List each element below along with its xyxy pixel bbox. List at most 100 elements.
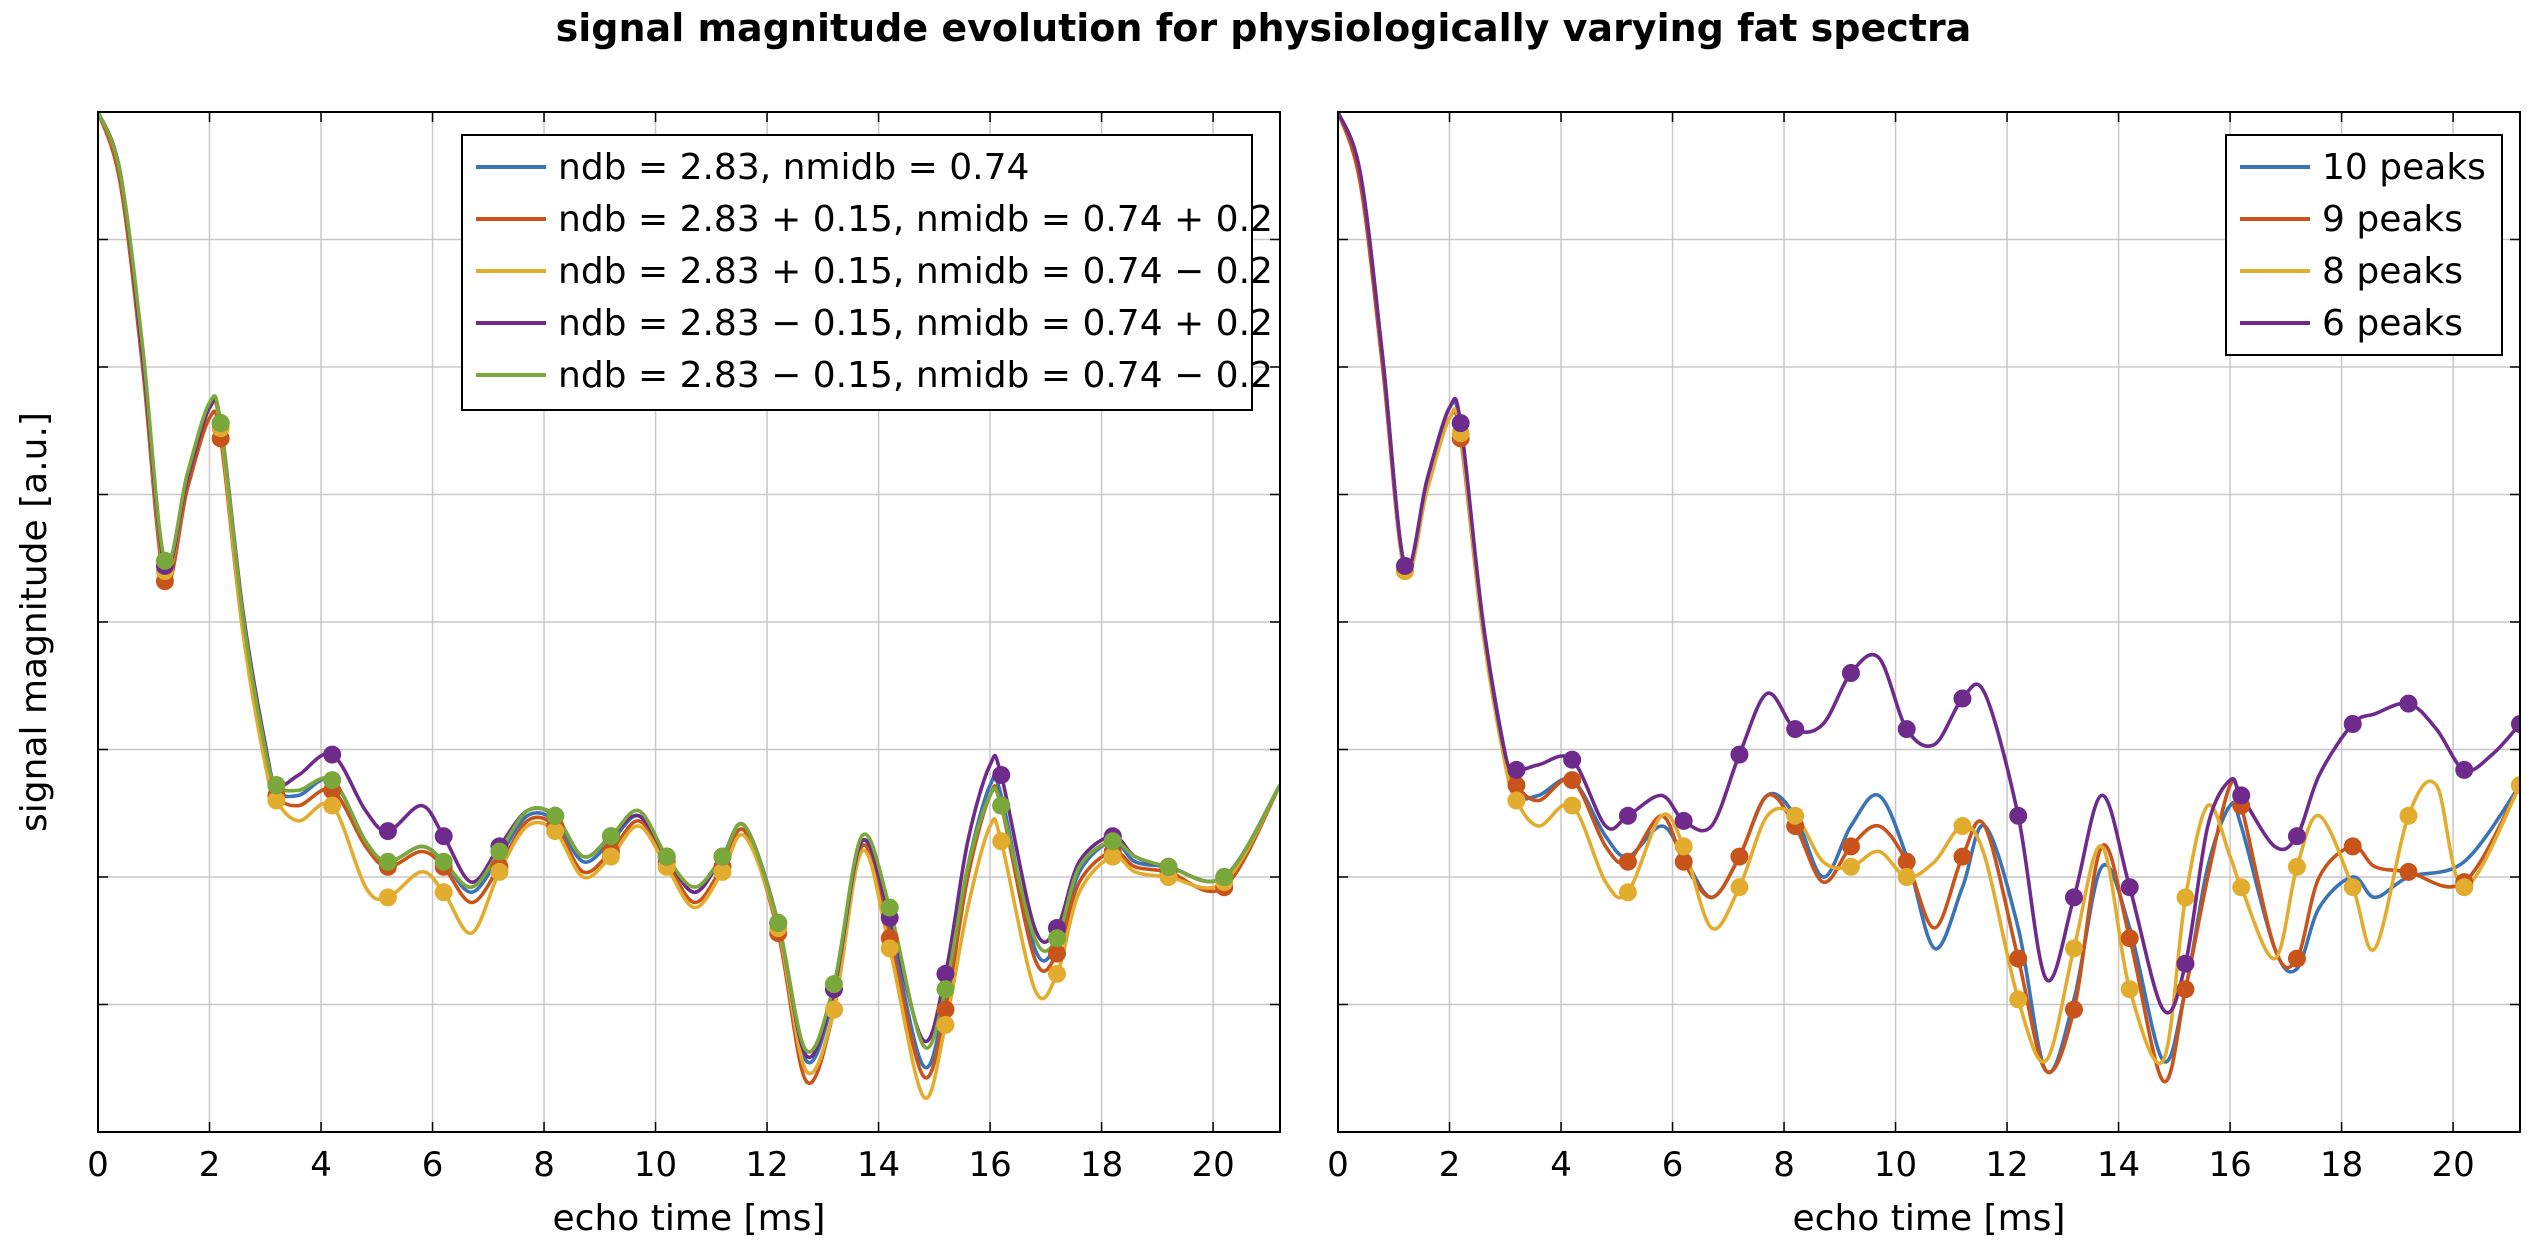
data-point-2 — [2343, 837, 2362, 856]
data-point-3 — [1897, 868, 1916, 886]
figure-title: signal magnitude evolution for physiolog… — [555, 6, 1972, 50]
data-point-5 — [546, 806, 565, 825]
series-group — [1338, 112, 2520, 1084]
data-point-5 — [1103, 832, 1122, 851]
data-point-2 — [1618, 852, 1637, 871]
plot-frame — [1337, 111, 2521, 1133]
data-point-3 — [490, 862, 509, 881]
data-point-3 — [2511, 776, 2520, 795]
data-point-3 — [713, 862, 732, 881]
data-point-3 — [2343, 878, 2362, 897]
data-point-5 — [657, 847, 676, 866]
data-point-3 — [2176, 888, 2195, 907]
data-point-3 — [992, 832, 1011, 851]
x-axis-label: echo time [ms] — [553, 1198, 826, 1239]
data-point-2 — [2399, 862, 2418, 881]
left-panel: 0 2 4 6 8 10 12 14 16 18 20 echo time [ms] signal ma… — [14, 111, 1281, 1239]
data-point-4 — [1395, 556, 1414, 575]
data-point-3 — [2232, 878, 2251, 897]
data-point-5 — [323, 771, 342, 790]
data-point-3 — [936, 1015, 955, 1034]
data-point-4 — [2120, 878, 2139, 897]
y-axis-label: signal magnitude [a.u.] — [14, 412, 55, 832]
data-point-5 — [1047, 929, 1066, 948]
data-point-3 — [1674, 837, 1693, 856]
x-axis-label: echo time [ms] — [1793, 1198, 2066, 1239]
data-point-2 — [1730, 847, 1749, 866]
data-point-4 — [1897, 720, 1916, 739]
data-point-4 — [1507, 760, 1526, 779]
data-point-4 — [434, 827, 453, 846]
data-point-2 — [1897, 852, 1916, 871]
data-point-4 — [323, 745, 342, 764]
data-point-2 — [1953, 847, 1972, 866]
data-point-3 — [1103, 847, 1122, 866]
x-tick-label: 14 — [2097, 1145, 2140, 1185]
data-point-4 — [1730, 745, 1749, 764]
legend-label-3: 8 peaks — [2322, 251, 2463, 292]
x-tick-label: 0 — [87, 1145, 109, 1185]
data-point-2 — [1507, 776, 1526, 795]
data-point-4 — [1618, 806, 1637, 825]
legend-label-5: ndb = 2.83 − 0.15, nmidb = 0.74 − 0.2 — [558, 355, 1273, 396]
data-point-3 — [824, 1000, 843, 1019]
x-tick-label: 10 — [634, 1145, 677, 1185]
x-tick-label: 18 — [2320, 1145, 2363, 1185]
data-point-4 — [2455, 760, 2474, 779]
x-tick-label: 16 — [2208, 1145, 2251, 1185]
data-point-2 — [2120, 929, 2139, 948]
legend: 10 peaks 9 peaks 8 peaks 6 peaks — [2225, 134, 2503, 356]
data-point-4 — [1451, 414, 1470, 433]
x-tick-label: 12 — [745, 1145, 788, 1185]
data-point-3 — [323, 796, 342, 815]
data-point-2 — [1841, 837, 1860, 856]
data-point-3 — [546, 822, 565, 841]
data-point-4 — [992, 766, 1011, 784]
data-point-3 — [601, 847, 620, 866]
legend-label-3: ndb = 2.83 + 0.15, nmidb = 0.74 − 0.2 — [558, 251, 1273, 292]
data-point-3 — [267, 791, 286, 810]
data-point-5 — [267, 776, 286, 795]
data-point-3 — [1786, 806, 1805, 825]
data-point-4 — [936, 964, 955, 983]
legend-label-4: 6 peaks — [2322, 303, 2463, 344]
data-point-5 — [769, 913, 788, 932]
data-point-2 — [1674, 852, 1693, 871]
x-tick-label: 12 — [1985, 1145, 2028, 1185]
data-point-3 — [880, 939, 899, 958]
data-point-5 — [936, 980, 955, 999]
legend-label-2: 9 peaks — [2322, 199, 2463, 240]
x-tick-label: 2 — [199, 1145, 221, 1185]
x-tick-label: 20 — [1191, 1145, 1234, 1185]
x-tick-label: 6 — [1662, 1145, 1684, 1185]
data-point-2 — [936, 1000, 955, 1019]
data-point-5 — [490, 842, 509, 861]
legend-label-2: ndb = 2.83 + 0.15, nmidb = 0.74 + 0.2 — [558, 199, 1273, 240]
data-point-3 — [1047, 964, 1066, 983]
series-group — [98, 112, 1280, 1101]
x-tick-label: 18 — [1080, 1145, 1123, 1185]
data-point-3 — [1507, 791, 1526, 810]
data-point-3 — [1618, 883, 1637, 902]
data-point-2 — [2009, 949, 2028, 968]
x-tick-label: 14 — [857, 1145, 900, 1185]
legend-label-1: 10 peaks — [2322, 147, 2486, 188]
data-point-5 — [824, 975, 843, 994]
data-point-3 — [1563, 796, 1582, 815]
legend: ndb = 2.83, nmidb = 0.74 ndb = 2.83 + 0.1… — [461, 134, 1273, 411]
x-tick-label: 10 — [1874, 1145, 1917, 1185]
data-point-4 — [2343, 715, 2362, 733]
x-tick-label: 4 — [1550, 1145, 1572, 1185]
data-point-4 — [1674, 811, 1693, 830]
data-point-5 — [1159, 857, 1178, 876]
legend-label-1: ndb = 2.83, nmidb = 0.74 — [558, 147, 1029, 188]
series-line-4 — [1338, 112, 2520, 1015]
data-point-4 — [1563, 750, 1582, 769]
legend-box — [2225, 134, 2503, 356]
data-point-5 — [211, 414, 230, 433]
data-point-4 — [1841, 664, 1860, 682]
data-point-5 — [155, 551, 174, 570]
data-point-5 — [1215, 868, 1234, 886]
legend-label-4: ndb = 2.83 − 0.15, nmidb = 0.74 + 0.2 — [558, 303, 1273, 344]
